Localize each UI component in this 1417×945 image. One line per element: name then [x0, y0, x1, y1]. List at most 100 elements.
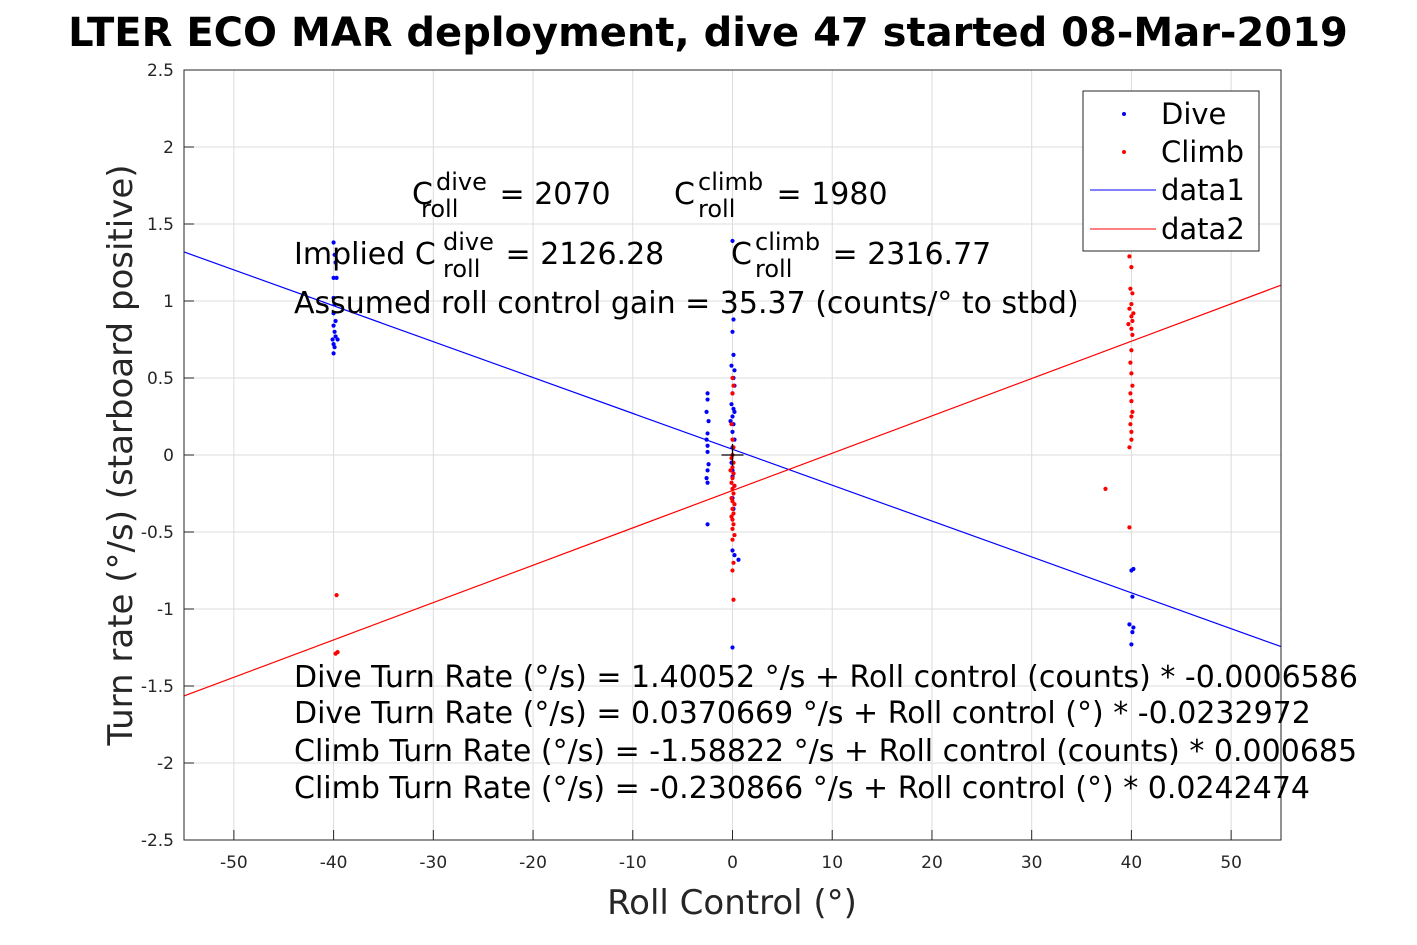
point-dive: [704, 437, 709, 442]
point-dive: [1130, 594, 1135, 599]
point-climb: [731, 471, 736, 476]
point-dive: [705, 397, 710, 402]
point-dive: [736, 557, 741, 562]
y-tick-label: 1.5: [147, 215, 174, 235]
point-climb: [730, 568, 735, 573]
point-dive: [332, 301, 337, 307]
origin-marker: [721, 444, 744, 466]
point-climb: [730, 375, 735, 381]
y-tick-label: 0.5: [147, 369, 174, 389]
point-climb: [1129, 437, 1134, 442]
point-climb: [732, 532, 737, 538]
point-climb: [1128, 391, 1133, 396]
point-dive: [730, 238, 735, 244]
point-dive: [333, 318, 338, 324]
x-axis-label: Roll Control (°): [607, 883, 857, 923]
point-climb: [730, 391, 735, 396]
point-climb: [730, 476, 735, 481]
point-climb: [1129, 399, 1134, 404]
equation-dive-degrees: Dive Turn Rate (°/s) = 0.0370669 °/s + R…: [294, 696, 1311, 731]
point-dive: [705, 443, 710, 448]
point-climb: [1130, 332, 1135, 337]
y-tick-label: 1: [163, 292, 174, 312]
x-tick-label: -10: [619, 853, 647, 873]
point-dive: [335, 337, 340, 342]
point-dive: [732, 553, 737, 558]
point-climb: [731, 560, 736, 565]
point-dive: [705, 431, 710, 436]
point-climb: [730, 486, 735, 491]
point-dive: [729, 363, 734, 368]
chart-title: LTER ECO MAR deployment, dive 47 started…: [68, 10, 1348, 56]
y-tick-label: -2: [157, 754, 174, 774]
x-tick-label: -40: [320, 853, 348, 873]
point-dive: [730, 329, 735, 334]
x-tick-label: -30: [419, 853, 447, 873]
point-climb: [1126, 322, 1131, 327]
y-tick-label: -2.5: [141, 831, 174, 851]
point-climb: [1128, 422, 1133, 427]
point-climb: [729, 480, 734, 485]
plot-frame: [183, 69, 1282, 841]
point-climb: [730, 506, 735, 511]
point-dive: [332, 329, 337, 334]
point-climb: [730, 517, 735, 522]
point-dive: [730, 429, 735, 434]
legend-dive-label: Dive: [1161, 97, 1226, 131]
y-axis-label: Turn rate (°/s) (starboard positive): [101, 164, 141, 746]
point-dive: [332, 252, 337, 257]
y-tick-label: -1.5: [141, 677, 174, 697]
point-dive: [705, 449, 710, 455]
point-dive: [334, 275, 339, 280]
point-climb: [1129, 348, 1134, 353]
x-tick-label: 40: [1121, 853, 1143, 873]
point-dive: [704, 409, 709, 414]
point-climb: [1103, 486, 1108, 491]
point-climb: [1129, 265, 1134, 270]
x-tick-label: 30: [1021, 853, 1043, 873]
point-dive: [331, 295, 336, 301]
point-climb: [730, 526, 735, 532]
point-dive: [331, 240, 336, 245]
x-tick-label: -20: [519, 853, 547, 873]
point-climb: [1130, 409, 1135, 414]
x-tick-labels: -50 -40 -30 -20 -10 0 10 20 30 40 50: [220, 853, 1242, 873]
point-climb: [1127, 254, 1132, 259]
point-dive: [330, 337, 335, 342]
point-dive: [731, 352, 736, 357]
x-tick-label: -50: [220, 853, 248, 873]
y-tick-label: 2: [163, 138, 174, 158]
point-climb: [1128, 286, 1133, 291]
point-climb: [1127, 306, 1132, 311]
x-tick-label: 50: [1220, 853, 1242, 873]
point-dive: [331, 323, 336, 328]
point-climb: [1129, 429, 1134, 434]
point-climb: [730, 465, 735, 470]
point-dive: [731, 317, 736, 322]
point-dive: [333, 334, 338, 339]
x-tick-label: 20: [921, 853, 943, 873]
legend-climb-label: Climb: [1161, 135, 1244, 169]
y-tick-label: 0: [163, 446, 174, 466]
legend-box: [1082, 90, 1260, 252]
point-dive: [332, 345, 337, 350]
point-climb: [1128, 360, 1133, 365]
x-tick-label: 0: [727, 853, 738, 873]
point-climb: [731, 522, 736, 527]
point-climb: [1130, 383, 1135, 388]
point-climb: [731, 383, 736, 388]
point-dive: [705, 480, 710, 485]
point-climb: [731, 511, 736, 516]
point-dive: [705, 522, 710, 527]
point-climb: [732, 502, 737, 507]
point-climb: [1129, 326, 1134, 331]
point-climb: [1127, 525, 1132, 530]
legend-dive-marker: [1122, 112, 1126, 116]
point-dive: [730, 414, 735, 419]
point-dive: [331, 311, 336, 316]
point-dive: [1131, 625, 1136, 630]
x-tick-label: 10: [821, 853, 843, 873]
point-climb: [729, 422, 734, 427]
